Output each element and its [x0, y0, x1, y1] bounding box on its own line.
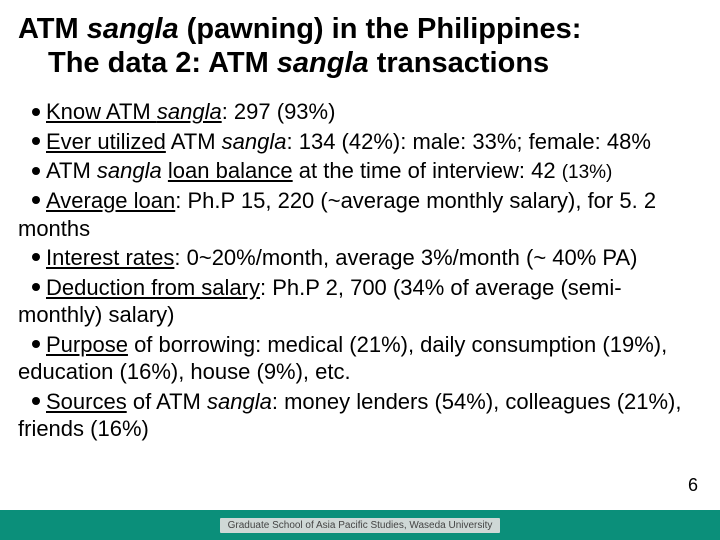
bullet-segment: at the time of interview: 42	[293, 158, 562, 183]
bullet-segment: sangla	[157, 99, 222, 124]
bullet-segment: : 0~20%/month, average 3%/month (~ 40% P…	[174, 245, 637, 270]
title-line1-italic: sangla	[87, 13, 179, 45]
slide-body: Know ATM sangla: 297 (93%)Ever utilized …	[18, 98, 702, 442]
title-line2-suffix: transactions	[369, 47, 550, 79]
bullet-segment: sangla	[97, 158, 162, 183]
title-line-2: The data 2: ATM sangla transactions	[18, 46, 702, 80]
bullet-item: Deduction from salary: Ph.P 2, 700 (34% …	[18, 274, 702, 329]
page-number: 6	[688, 475, 698, 496]
bullet-segment: loan balance	[168, 158, 293, 183]
title-line1-suffix: (pawning) in the Philippines:	[179, 13, 582, 45]
bullet-segment: Sources	[46, 389, 127, 414]
bullet-dot-icon	[32, 283, 40, 291]
slide: ATM sangla (pawning) in the Philippines:…	[0, 0, 720, 540]
bullet-segment: (13%)	[562, 162, 613, 183]
slide-title: ATM sangla (pawning) in the Philippines:…	[18, 12, 702, 80]
title-line2-italic: sangla	[277, 47, 369, 79]
footer-bar: Graduate School of Asia Pacific Studies,…	[0, 510, 720, 540]
bullet-item: ATM sangla loan balance at the time of i…	[18, 157, 702, 185]
title-line2-prefix: The data 2: ATM	[48, 47, 277, 79]
bullet-segment: Know ATM	[46, 99, 157, 124]
title-line1-prefix: ATM	[18, 13, 87, 45]
footer-badge: Graduate School of Asia Pacific Studies,…	[220, 518, 501, 533]
bullet-item: Sources of ATM sangla: money lenders (54…	[18, 388, 702, 443]
bullet-dot-icon	[32, 108, 40, 116]
bullet-item: Know ATM sangla: 297 (93%)	[18, 98, 702, 126]
bullet-segment: of ATM	[127, 389, 207, 414]
bullet-segment: sangla	[222, 129, 287, 154]
title-line-1: ATM sangla (pawning) in the Philippines:	[18, 12, 702, 46]
bullet-segment: Interest rates	[46, 245, 174, 270]
bullet-dot-icon	[32, 167, 40, 175]
bullet-dot-icon	[32, 137, 40, 145]
bullet-item: Average loan: Ph.P 15, 220 (~average mon…	[18, 187, 702, 242]
bullet-segment: : 297 (93%)	[222, 99, 336, 124]
bullet-list: Know ATM sangla: 297 (93%)Ever utilized …	[18, 98, 702, 442]
bullet-item: Ever utilized ATM sangla: 134 (42%): mal…	[18, 128, 702, 156]
bullet-segment: sangla	[207, 389, 272, 414]
bullet-segment: : 134 (42%): male: 33%; female: 48%	[287, 129, 651, 154]
bullet-segment: Ever utilized	[46, 129, 166, 154]
bullet-segment: Average loan	[46, 188, 175, 213]
bullet-item: Interest rates: 0~20%/month, average 3%/…	[18, 244, 702, 272]
bullet-dot-icon	[32, 340, 40, 348]
bullet-dot-icon	[32, 253, 40, 261]
bullet-segment: ATM	[46, 158, 97, 183]
bullet-segment: Deduction from salary	[46, 275, 260, 300]
bullet-segment: Purpose	[46, 332, 128, 357]
bullet-dot-icon	[32, 196, 40, 204]
bullet-item: Purpose of borrowing: medical (21%), dai…	[18, 331, 702, 386]
bullet-dot-icon	[32, 397, 40, 405]
bullet-segment: ATM	[166, 129, 222, 154]
